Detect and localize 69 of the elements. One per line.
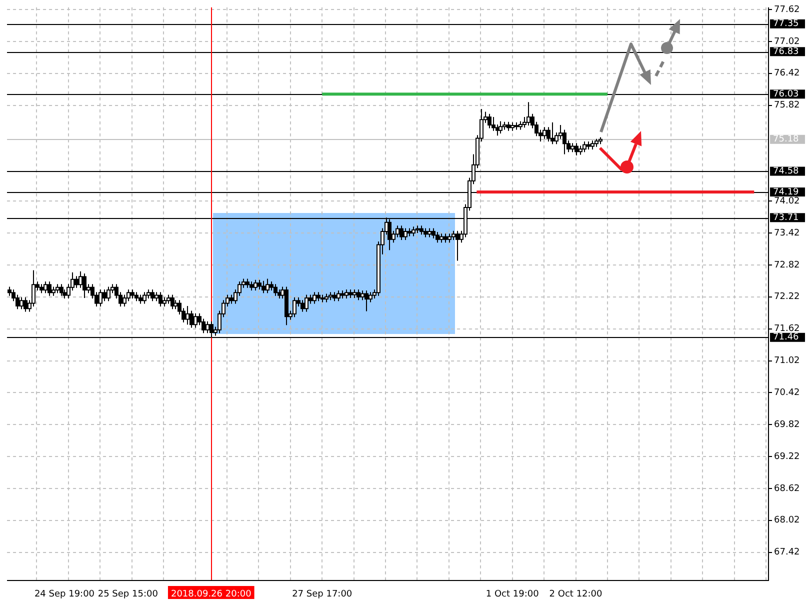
- x-tick-label: 2018.09.26 20:00: [170, 590, 252, 600]
- candlestick: [550, 122, 554, 145]
- candlestick: [400, 225, 404, 240]
- candlestick: [82, 272, 86, 298]
- candlestick: [262, 280, 266, 294]
- candlestick: [48, 280, 52, 296]
- y-tick-label: 77.02: [774, 36, 800, 47]
- candlestick: [60, 284, 64, 296]
- y-tick-label: 67.42: [774, 548, 800, 558]
- candlestick: [274, 284, 278, 296]
- candlestick: [130, 288, 134, 299]
- candlestick: [40, 284, 44, 294]
- x-tick-label: 24 Sep 19:00: [34, 590, 95, 600]
- candlestick: [24, 296, 28, 312]
- x-tick-label: 27 Sep 17:00: [292, 590, 352, 600]
- y-tick-label: 74.02: [774, 196, 800, 206]
- candlestick: [246, 278, 250, 288]
- candlestick: [356, 288, 360, 301]
- candlestick: [74, 276, 78, 288]
- ref-line-label: 74.58: [773, 166, 800, 177]
- candlestick: [492, 116, 496, 132]
- candlestick: [562, 129, 566, 155]
- candlestick: [134, 292, 138, 302]
- candlestick: [190, 310, 194, 328]
- x-tick-label: 25 Sep 15:00: [98, 590, 158, 600]
- y-tick-label: 71.62: [774, 324, 800, 334]
- y-tick-label: 77.62: [774, 4, 800, 15]
- candlestick: [420, 225, 424, 236]
- candlestick: [102, 288, 106, 302]
- y-tick-label: 69.82: [774, 420, 800, 430]
- ref-line-label: 74.19: [773, 187, 800, 198]
- candlestick: [230, 294, 234, 304]
- x-tick-label: 1 Oct 19:00: [486, 590, 540, 600]
- candlestick: [150, 288, 154, 302]
- ref-line-label: 76.03: [773, 89, 799, 100]
- ref-line-label: 71.46: [773, 332, 800, 343]
- y-tick-label: 68.02: [774, 516, 800, 526]
- candlestick: [138, 294, 142, 304]
- y-tick-label: 76.42: [774, 68, 800, 79]
- candlestick: [364, 290, 368, 312]
- candlestick: [316, 292, 320, 302]
- y-tick-label: 73.42: [774, 228, 800, 238]
- ref-line-label: 73.71: [773, 212, 799, 223]
- candlestick: [456, 230, 460, 262]
- candlestick: [158, 292, 162, 307]
- candlestick: [250, 280, 254, 292]
- candlestick: [436, 231, 440, 244]
- candlestick: [574, 142, 578, 156]
- ref-line-label: 77.35: [773, 19, 799, 30]
- ref-line-label: 75.18: [773, 134, 800, 145]
- y-tick-label: 69.22: [774, 452, 800, 462]
- ref-line-label: 76.83: [773, 46, 799, 57]
- candlestick: [432, 228, 436, 239]
- y-tick-label: 72.22: [774, 292, 800, 302]
- candlestick: [300, 300, 304, 312]
- y-tick-label: 71.02: [774, 356, 800, 366]
- y-tick-label: 75.82: [774, 100, 800, 111]
- y-tick-label: 68.62: [774, 484, 800, 494]
- candlestick: [506, 121, 510, 132]
- candlestick: [444, 233, 448, 244]
- y-tick-label: 70.42: [774, 388, 800, 398]
- candlestick: [424, 228, 428, 238]
- candlestick: [258, 279, 262, 290]
- candlestick: [332, 292, 336, 302]
- candlestick: [170, 294, 174, 310]
- candlestick: [546, 126, 550, 142]
- y-tick-label: 72.82: [774, 260, 800, 270]
- candlestick: [488, 113, 492, 129]
- x-tick-label: 2 Oct 12:00: [549, 590, 603, 600]
